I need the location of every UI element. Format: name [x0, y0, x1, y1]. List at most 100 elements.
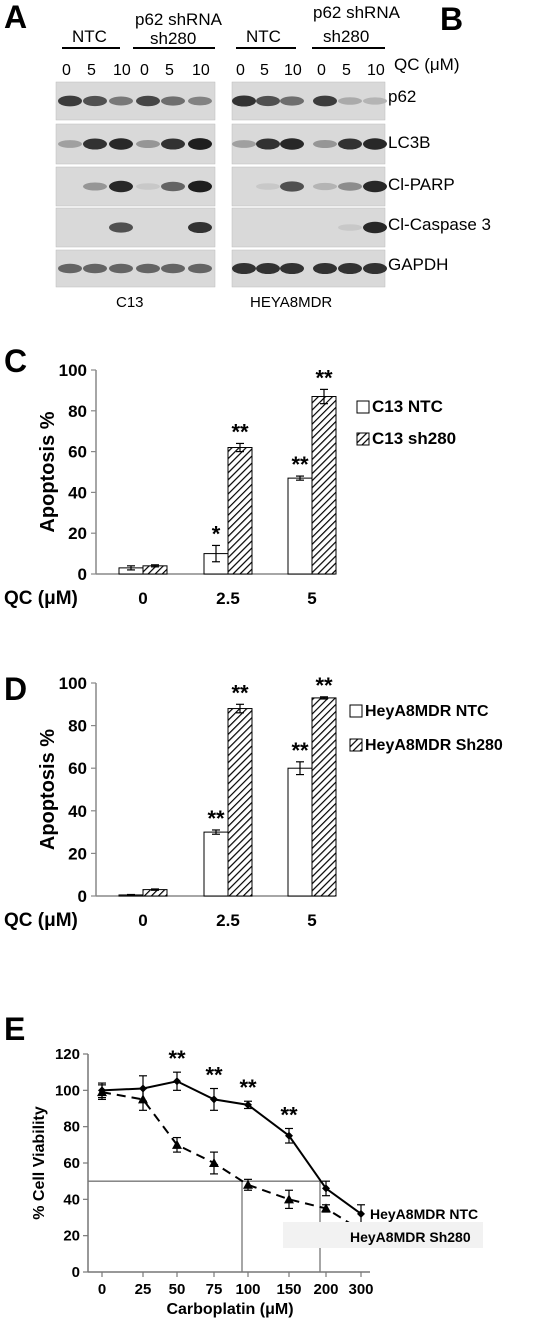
cell-label-c13: C13 [116, 294, 144, 311]
legend-swatch [356, 432, 370, 446]
x-tick-label: 0 [138, 911, 147, 930]
data-point [97, 1087, 107, 1097]
blot-band-left [136, 95, 160, 107]
blot-band-right [232, 95, 256, 107]
blot-band-left [188, 263, 212, 274]
shrna-label-left: p62 shRNA [135, 10, 223, 29]
blot-band-left [161, 138, 185, 150]
legend-label: C13 NTC [372, 397, 443, 416]
data-point [244, 1100, 252, 1109]
conc-labels-right: 0 5 10 0 5 10 [236, 62, 385, 79]
bar [311, 697, 337, 897]
blot-band-right [256, 183, 280, 190]
x-tick-label: 5 [307, 589, 316, 608]
blot-band-left [161, 263, 185, 274]
blot-band-right [313, 262, 337, 275]
blot-band-right [232, 140, 256, 148]
legend-label-background [283, 1222, 483, 1248]
conc-label-right: 0 [236, 62, 245, 79]
blot-band-left [109, 96, 133, 106]
conc-label-left: 10 [192, 62, 210, 79]
legend-label: HeyA8MDR NTC [365, 703, 489, 720]
blot-band-left [136, 139, 160, 149]
x-tick-label: 75 [206, 1281, 223, 1298]
significance-label: ** [168, 1046, 186, 1071]
significance-label: ** [207, 806, 225, 831]
significance-label: ** [205, 1063, 223, 1088]
legend-swatch [356, 400, 370, 414]
data-point [285, 1131, 293, 1140]
conc-label-right: 5 [342, 62, 351, 79]
conc-label-left: 5 [165, 62, 174, 79]
blot-band-left [58, 263, 82, 274]
data-point [357, 1209, 365, 1218]
shrna-label-right: p62 shRNA [313, 3, 401, 22]
blot-band-left [58, 95, 82, 107]
y-tick-label: 20 [63, 1228, 80, 1245]
blot-band-right [313, 182, 337, 191]
sh280-label-left: sh280 [150, 29, 196, 48]
bar [203, 831, 229, 897]
protein-label: LC3B [388, 133, 431, 152]
legend-label: HeyA8MDR Sh280 [365, 737, 503, 754]
data-point [321, 1203, 331, 1213]
blot-band-right [338, 182, 362, 191]
bar [287, 477, 313, 575]
conc-label-right: 10 [367, 62, 385, 79]
legend-label: C13 sh280 [372, 429, 456, 448]
panel-label-c: C [4, 343, 27, 379]
y-tick-label: 40 [68, 802, 87, 821]
legend-label: HeyA8MDR NTC [370, 1206, 478, 1222]
blot-band-right [363, 180, 387, 193]
blot-section: A B NTC p62 shRNA sh280 NTC p62 shRNA sh… [4, 0, 491, 311]
protein-labels: p62 LC3B Cl-PARP Cl-Caspase 3 GAPDH [388, 87, 491, 274]
blot-band-right [363, 97, 387, 105]
conc-label-right: 5 [260, 62, 269, 79]
conc-label-left: 0 [140, 62, 149, 79]
blot-band-left [109, 138, 133, 150]
blot-band-right [363, 262, 387, 275]
data-point [322, 1184, 330, 1193]
legend-swatch [349, 738, 363, 752]
sh280-label-right: sh280 [323, 27, 369, 46]
cell-label-heya8mdr: HEYA8MDR [250, 294, 332, 311]
y-tick-label: 40 [63, 1191, 80, 1208]
blot-band-left [83, 263, 107, 274]
panel-label-d: D [4, 671, 27, 707]
x-tick-label: 25 [135, 1281, 152, 1298]
blot-band-right [338, 224, 362, 231]
blot-band-left [161, 96, 185, 106]
y-tick-label: 100 [59, 361, 87, 380]
x-axis-label: Carboplatin (μM) [166, 1301, 293, 1318]
blot-band-right [363, 138, 387, 150]
blot-band-right [256, 138, 280, 150]
blot-band-left [109, 180, 133, 193]
protein-label: Cl-Caspase 3 [388, 215, 491, 234]
panel-label-b: B [440, 1, 463, 37]
x-axis-label: QC (μM) [4, 910, 78, 931]
protein-label: p62 [388, 87, 416, 106]
blot-band-right [363, 221, 387, 234]
chart-e: E 0 20 40 60 80 100 120 0 25 50 75 100 150 200 300 % Ce… [4, 1011, 483, 1318]
y-tick-label: 20 [68, 844, 87, 863]
blot-band-right [338, 262, 362, 275]
y-tick-label: 60 [63, 1155, 80, 1172]
y-tick-label: 100 [59, 674, 87, 693]
blot-band-left [83, 95, 107, 107]
x-tick-label: 150 [276, 1281, 301, 1298]
conc-labels-left: 0 5 10 0 5 10 [62, 62, 210, 79]
blot-band-right [280, 138, 304, 150]
y-tick-label: 80 [68, 717, 87, 736]
blot-band-right [256, 95, 280, 107]
conc-label-right: 10 [284, 62, 302, 79]
blot-band-left [136, 263, 160, 274]
blot-band-left [58, 140, 82, 148]
blot-band-left [83, 138, 107, 150]
blot-band-left [188, 180, 212, 193]
legend-swatch [349, 704, 363, 718]
blot-band-right [280, 262, 304, 275]
x-tick-label: 2.5 [216, 911, 240, 930]
y-tick-label: 80 [63, 1119, 80, 1136]
